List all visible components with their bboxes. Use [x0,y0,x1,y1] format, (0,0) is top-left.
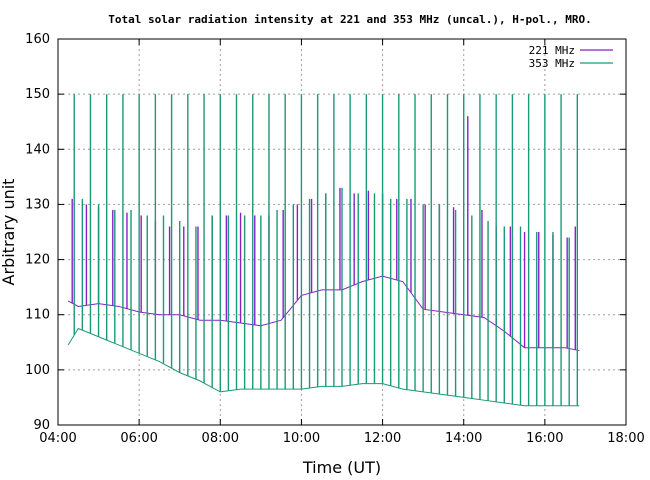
series-line-0 [67,275,580,352]
x-axis-label: Time (UT) [302,458,381,477]
x-tick-label: 08:00 [202,431,239,446]
x-tick-label: 16:00 [526,431,563,446]
y-tick-label: 110 [25,308,50,323]
y-tick-label: 140 [25,142,50,157]
x-tick-label: 18:00 [607,431,644,446]
x-tick-label: 12:00 [364,431,401,446]
legend-label-353: 353 MHz [529,57,575,70]
chart-title: Total solar radiation intensity at 221 a… [108,13,591,26]
y-tick-label: 100 [25,363,50,378]
legend: 221 MHz 353 MHz [529,44,613,70]
legend-label-221: 221 MHz [529,44,575,57]
y-tick-label: 120 [25,253,50,268]
x-tick-label: 10:00 [283,431,320,446]
y-tick-label: 90 [33,418,50,433]
y-tick-label: 160 [25,32,50,47]
x-tick-label: 04:00 [39,431,76,446]
y-axis-label: Arbitrary unit [0,179,18,286]
tick-layer: 04:00 06:00 08:00 10:00 12:00 14:00 16:00 18:00… [25,32,645,446]
plot-frame [57,38,627,426]
y-tick-label: 150 [25,87,50,102]
x-tick-label: 14:00 [445,431,482,446]
x-tick-label: 06:00 [120,431,157,446]
series-line-1 [67,327,580,407]
y-tick-label: 130 [25,197,50,212]
series-layer [67,94,580,407]
